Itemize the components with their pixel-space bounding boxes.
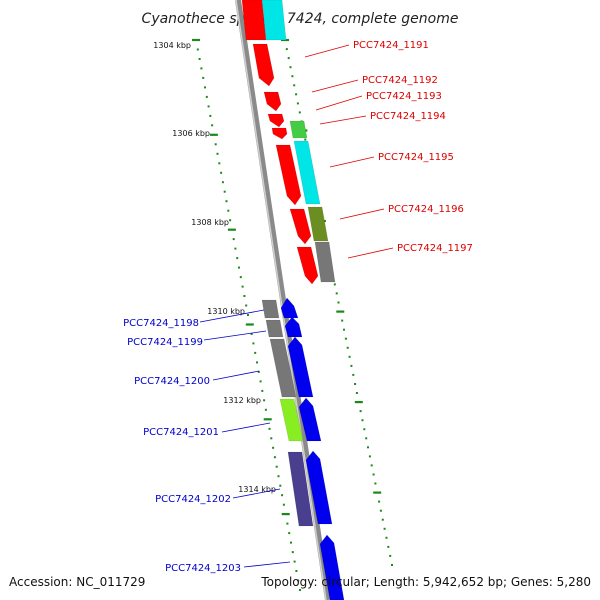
gene-feature[interactable] [267, 113, 285, 128]
leader-line [221, 422, 271, 433]
leader-line [199, 309, 265, 323]
gene-features [241, 0, 345, 600]
leader-line [319, 115, 367, 125]
leader-line [339, 208, 385, 220]
leader-line [311, 79, 359, 93]
leader-line [329, 156, 375, 168]
gene-feature[interactable] [298, 397, 322, 442]
scale-label: 1304 kbp [153, 41, 191, 50]
gene-feature[interactable] [287, 336, 314, 398]
gene-feature[interactable] [293, 140, 321, 205]
gene-feature[interactable] [287, 451, 314, 527]
scale-label: 1314 kbp [238, 485, 276, 494]
gene-feature[interactable] [284, 316, 303, 338]
gene-labels-top: PCC7424_1191 PCC7424_1192 PCC7424_1193 P… [353, 40, 473, 254]
topology-label: Topology: circular; Length: 5,942,652 bp… [260, 575, 591, 589]
gene-feature[interactable] [265, 319, 284, 338]
gene-feature[interactable] [296, 246, 319, 285]
leader-line [203, 330, 267, 341]
gene-feature[interactable] [307, 206, 329, 242]
leader-line [243, 561, 291, 568]
gene-label[interactable]: PCC7424_1200 [134, 376, 210, 387]
gene-label[interactable]: PCC7424_1194 [370, 111, 446, 122]
gene-label[interactable]: PCC7424_1197 [397, 243, 473, 254]
accession-label: Accession: NC_011729 [9, 575, 145, 589]
gene-feature[interactable] [280, 297, 299, 319]
gene-label[interactable]: PCC7424_1198 [123, 318, 199, 329]
gene-feature[interactable] [252, 43, 275, 87]
genome-backbone [235, 0, 331, 600]
gene-feature[interactable] [314, 241, 336, 283]
gene-label[interactable]: PCC7424_1199 [127, 337, 203, 348]
scale-label: 1306 kbp [172, 129, 210, 138]
gene-label[interactable]: PCC7424_1195 [378, 152, 454, 163]
backbone-line [235, 0, 331, 600]
gene-feature[interactable] [275, 144, 302, 206]
label-leader-lines [199, 44, 394, 568]
gene-feature[interactable] [319, 534, 345, 600]
gene-feature[interactable] [261, 0, 287, 41]
gene-label[interactable]: PCC7424_1192 [362, 75, 438, 86]
gene-feature[interactable] [289, 120, 308, 139]
leader-line [212, 370, 260, 381]
leader-line [347, 247, 394, 259]
gene-label[interactable]: PCC7424_1202 [155, 494, 231, 505]
leader-line [315, 95, 363, 111]
gene-feature[interactable] [269, 338, 297, 398]
leader-line [304, 44, 350, 58]
gene-label[interactable]: PCC7424_1203 [165, 563, 241, 574]
gene-label[interactable]: PCC7424_1193 [366, 91, 442, 102]
scale-label: 1310 kbp [207, 307, 245, 316]
gene-feature[interactable] [279, 398, 304, 442]
leader-line [232, 488, 281, 499]
diagram-title: Cyanothece sp. PCC 7424, complete genome [142, 11, 459, 27]
gene-labels-bottom: PCC7424_1198 PCC7424_1199 PCC7424_1200 P… [123, 318, 241, 574]
backbone-highlight [235, 0, 327, 600]
scale-label: 1308 kbp [191, 218, 229, 227]
gene-feature[interactable] [289, 208, 312, 245]
gene-feature[interactable] [261, 299, 280, 319]
gene-feature[interactable] [271, 127, 288, 140]
gene-feature[interactable] [263, 91, 282, 112]
scale-label: 1312 kbp [223, 396, 261, 405]
scale-labels: 1304 kbp 1306 kbp 1308 kbp 1310 kbp 1312… [153, 41, 276, 494]
gene-label[interactable]: PCC7424_1191 [353, 40, 429, 51]
gene-feature[interactable] [305, 450, 333, 525]
gene-label[interactable]: PCC7424_1201 [143, 427, 219, 438]
gene-label[interactable]: PCC7424_1196 [388, 204, 464, 215]
